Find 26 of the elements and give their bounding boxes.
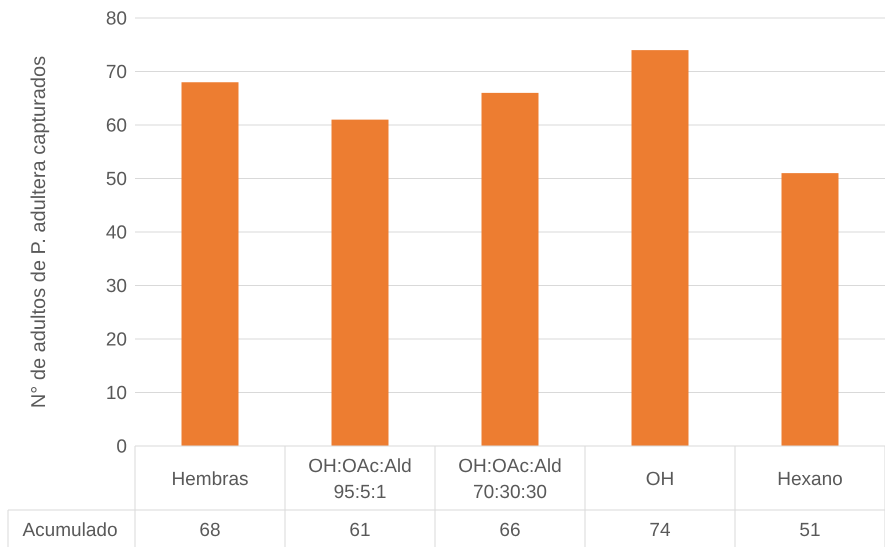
- x-tick-label: OH:OAc:Ald 70:30:30: [458, 456, 562, 503]
- y-tick-label: 10: [106, 383, 127, 404]
- y-tick-label: 40: [106, 222, 127, 244]
- x-tick-label: Hexano: [777, 469, 843, 490]
- y-tick-label: 80: [106, 8, 127, 30]
- data-label: 51: [799, 520, 821, 541]
- x-tick-label: Hembras: [171, 469, 249, 490]
- y-tick-label: 60: [106, 116, 127, 137]
- bar: [632, 50, 688, 446]
- data-label: 61: [349, 520, 371, 541]
- y-tick-label: 0: [116, 436, 127, 458]
- data-label: 68: [199, 520, 221, 541]
- x-tick-label: OH: [646, 469, 674, 490]
- y-axis-title: N° de adultos de P. adultera capturados: [28, 56, 50, 408]
- data-label: 66: [499, 520, 521, 541]
- bar: [182, 82, 238, 446]
- y-tick-label: 30: [106, 276, 127, 298]
- bar: [782, 173, 838, 446]
- y-tick-label: 50: [106, 169, 127, 190]
- data-label: 74: [649, 520, 671, 541]
- text: Acumulado: [22, 520, 118, 541]
- bar: [482, 92, 538, 446]
- bar: [332, 120, 388, 446]
- y-tick-label: 20: [106, 330, 127, 351]
- y-tick-label: 70: [106, 62, 127, 84]
- x-tick-label: OH:OAc:Ald 95:5:1: [308, 456, 412, 503]
